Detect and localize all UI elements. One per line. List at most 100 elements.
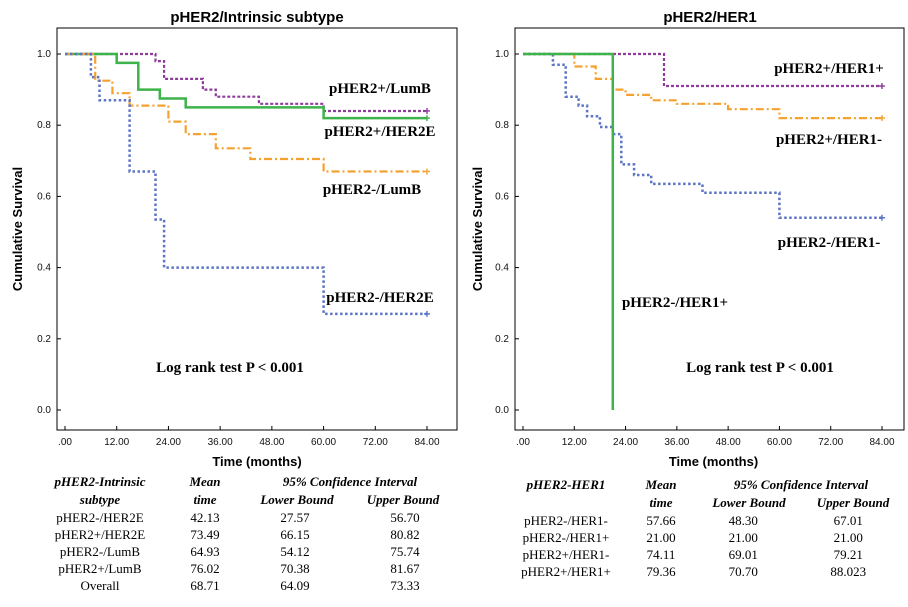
left-logrank-annotation: Log rank test P < 0.001 [156,360,304,376]
left-y-axis-title: Cumulative Survival [10,167,25,291]
left-x-tick-label: 72.00 [363,437,388,448]
right-table-row: pHER2+/HER1+ 79.36 70.70 88.023 [506,563,906,580]
right-x-tick-label: 12.00 [562,437,587,448]
left-table-cell: 76.02 [190,561,220,576]
right-x-tick-label: .00 [516,437,530,448]
left-table-cell: 81.67 [390,561,420,576]
left-table-cell: pHER2+/LumB [58,561,142,576]
left-table-row: pHER2-/HER2E 42.13 27.57 56.70 [30,509,460,526]
left-series-line [65,52,427,316]
right-table-row: pHER2+/HER1- 74.11 69.01 79.21 [506,546,906,563]
left-x-tick-label: 84.00 [414,437,439,448]
left-x-tick-label: .00 [58,437,72,448]
left-table-cell: 56.70 [390,510,420,525]
left-y-tick-label: 0.4 [37,263,51,274]
right-y-tick-label: 0.2 [495,334,509,345]
right-x-tick-label: 24.00 [613,437,638,448]
left-censor-mark [424,115,430,122]
left-y-tick-label: 1.0 [37,49,51,60]
right-table-cell: 69.01 [728,547,758,562]
right-table-cell: pHER2+/HER1+ [521,564,611,579]
left-series-line [65,52,427,113]
right-table-head-ci: 95% Confidence Interval Lower Bound Upper… [712,477,890,510]
right-x-tick-label: 36.00 [664,437,689,448]
right-table-cell: 88.023 [830,564,867,579]
right-table-row: pHER2-/HER1- 57.66 48.30 67.01 [506,512,906,529]
left-table-row: Overall 68.71 64.09 73.33 [30,577,460,594]
left-table-head-ci: 95% Confidence Interval Lower Bound Upper… [260,474,440,507]
left-series-line [65,52,427,173]
right-table-row: pHER2-/HER1+ 21.00 21.00 21.00 [506,529,906,546]
right-table-cell: 70.70 [728,564,758,579]
left-table-cell: pHER2-/LumB [59,544,141,559]
right-table-cell: 21.00 [833,530,863,545]
right-table-cell: 79.21 [833,547,863,562]
right-series-line [523,52,615,410]
left-table-cell: 54.12 [280,544,310,559]
left-chart-title: pHER2/Intrinsic subtype [170,9,343,26]
left-y-tick-label: 0.8 [37,120,51,131]
right-table-cell: pHER2-/HER1- [524,513,608,528]
left-series-label: pHER2+/LumB [329,81,431,97]
right-series-line [523,52,882,120]
right-table-cell: pHER2+/HER1- [522,547,610,562]
left-table-cell: pHER2+/HER2E [54,527,146,542]
right-y-tick-label: 1.0 [495,49,509,60]
right-table-cell: 67.01 [833,513,863,528]
left-table-cell: 27.57 [280,510,310,525]
right-x-tick-label: 48.00 [716,437,741,448]
left-x-axis-title: Time (months) [212,454,301,469]
right-logrank-annotation: Log rank test P < 0.001 [686,360,834,376]
right-y-axis-title: Cumulative Survival [470,167,485,291]
right-series-label: pHER2+/HER1+ [774,61,884,77]
right-table-cell: 48.30 [728,513,758,528]
left-table-cell: 42.13 [190,510,220,525]
left-table-head-mean: Mean time [189,474,221,507]
left-table-cell: pHER2-/HER2E [56,510,144,525]
right-x-tick-label: 72.00 [818,437,843,448]
right-x-tick-label: 84.00 [869,437,894,448]
right-series-label: pHER2-/HER1+ [622,295,728,311]
right-y-tick-label: 0.6 [495,191,509,202]
left-plot-frame [56,27,458,431]
left-y-tick-label: 0.0 [37,405,51,416]
left-table-cell: 68.71 [190,578,220,593]
left-table-cell: 70.38 [280,561,310,576]
right-summary-table: pHER2-HER1 Mean time 95% Confidence Inter… [506,476,906,580]
left-table-cell: 73.33 [390,578,420,593]
left-series-label: pHER2-/HER2E [326,290,434,306]
left-table-row: pHER2-/LumB 64.93 54.12 75.74 [30,543,460,560]
left-table-head-subtype: pHER2-Intrinsic subtype [54,474,146,507]
left-series-label: pHER2-/LumB [323,182,421,198]
right-y-tick-label: 0.0 [495,405,509,416]
left-y-tick-label: 0.6 [37,191,51,202]
right-table-cell: 21.00 [646,530,676,545]
left-table-cell: 66.15 [280,527,310,542]
left-table-cell: 73.49 [190,527,220,542]
right-x-axis-title: Time (months) [669,454,758,469]
left-x-tick-label: 48.00 [259,437,284,448]
left-x-tick-label: 12.00 [104,437,129,448]
right-x-tick-label: 60.00 [767,437,792,448]
left-censor-mark [424,310,430,317]
right-chart-title: pHER2/HER1 [663,9,756,26]
right-y-tick-label: 0.4 [495,263,509,274]
right-table-head-mean: Mean time [645,477,677,510]
left-table-row: pHER2+/LumB 76.02 70.38 81.67 [30,560,460,577]
right-table-cell: 57.66 [646,513,676,528]
left-x-tick-label: 36.00 [208,437,233,448]
right-censor-mark [879,214,885,221]
right-series-label: pHER2+/HER1- [776,132,882,148]
right-table-cell: 79.36 [646,564,676,579]
left-summary-table: pHER2-Intrinsic subtype Mean time 95% Conf… [30,473,460,594]
left-table-cell: 75.74 [390,544,420,559]
right-table-cell: pHER2-/HER1+ [522,530,610,545]
right-table-cell: 74.11 [646,547,676,562]
right-censor-mark [879,115,885,122]
left-table-cell: 80.82 [390,527,420,542]
left-table-cell: Overall [80,578,120,593]
left-censor-mark [424,107,430,114]
left-table-cell: 64.93 [190,544,220,559]
right-censor-mark [879,83,885,90]
